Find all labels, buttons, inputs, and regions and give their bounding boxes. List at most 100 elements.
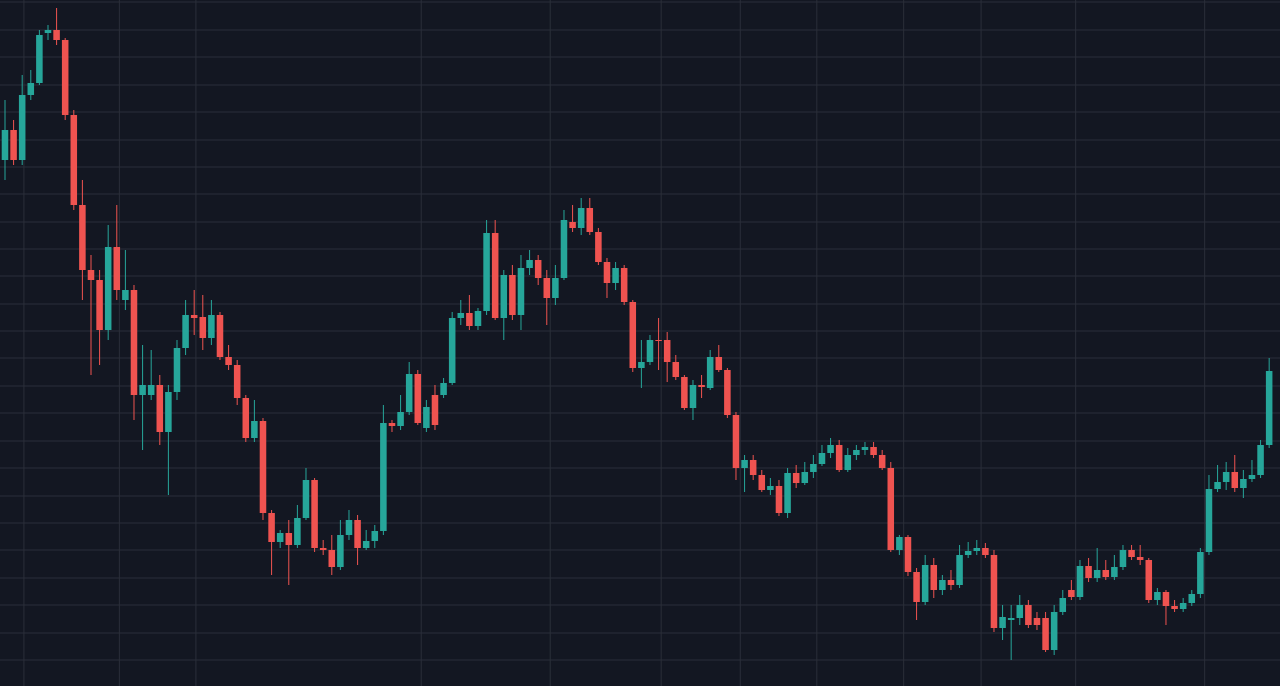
candle-body	[1076, 566, 1084, 597]
candle-body	[810, 464, 817, 472]
candle-body	[629, 302, 637, 368]
candle-body	[939, 580, 946, 590]
candle-body	[767, 486, 774, 490]
candle-body	[1093, 570, 1101, 578]
candle-body	[337, 535, 344, 567]
candle-body	[466, 313, 473, 326]
candle-body	[276, 533, 284, 542]
candle-body	[70, 115, 78, 205]
candle-body	[1265, 371, 1273, 445]
candle-body	[732, 415, 740, 468]
candle-body	[620, 268, 628, 302]
candle-body	[431, 395, 439, 425]
candle-body	[1102, 570, 1110, 577]
candle-body	[947, 580, 955, 585]
candle-body	[491, 233, 499, 318]
candle-body	[328, 550, 336, 567]
candle-body	[173, 348, 181, 392]
candle-body	[749, 460, 757, 475]
candle-body	[818, 453, 826, 464]
candle-body	[302, 480, 310, 518]
candle-body	[586, 208, 594, 232]
candle-body	[526, 260, 533, 268]
candle-body	[1222, 472, 1230, 482]
candle-body	[552, 278, 559, 298]
candle-body	[956, 555, 963, 585]
candle-body	[861, 447, 869, 450]
candle-body	[595, 232, 602, 262]
candle-body	[96, 280, 103, 330]
candle-body	[113, 247, 121, 290]
candle-body	[1188, 594, 1196, 603]
candle-body	[371, 531, 379, 541]
candle-body	[147, 385, 155, 395]
candle-body	[1154, 592, 1161, 600]
candle-body	[517, 268, 525, 315]
candle-body	[61, 40, 69, 115]
candle-body	[259, 421, 267, 513]
candle-body	[878, 455, 886, 468]
candle-body	[199, 317, 207, 338]
candle-body	[208, 315, 215, 338]
candle-body	[724, 370, 731, 415]
candle-body	[1007, 618, 1015, 620]
candle-body	[603, 262, 611, 283]
candle-body	[964, 551, 972, 555]
candle-body	[1136, 557, 1144, 560]
candle-body	[775, 486, 783, 513]
candle-body	[715, 357, 723, 370]
candle-body	[414, 374, 422, 423]
candle-body	[1205, 489, 1213, 552]
candle-body	[1248, 475, 1256, 479]
candle-body	[345, 520, 353, 535]
candle-body	[1050, 612, 1058, 650]
candle-body	[1068, 590, 1075, 597]
candle-body	[577, 208, 585, 228]
candle-body	[397, 412, 404, 426]
candle-body	[165, 392, 172, 432]
candle-body	[1, 130, 9, 160]
candle-body	[1231, 472, 1239, 488]
candle-body	[1111, 567, 1118, 577]
candle-body	[440, 383, 447, 395]
candle-body	[1119, 550, 1127, 567]
candle-body	[887, 468, 895, 550]
candle-body	[53, 30, 60, 40]
candle-body	[569, 222, 576, 228]
candle-body	[973, 548, 981, 551]
candle-body	[672, 362, 680, 377]
candle-body	[500, 275, 508, 318]
candle-body	[182, 315, 189, 348]
candle-body	[294, 518, 301, 545]
candle-body	[543, 278, 551, 298]
candle-body	[311, 480, 318, 548]
candle-body	[483, 233, 490, 311]
candle-body	[913, 572, 920, 602]
candle-body	[1145, 560, 1153, 600]
candle-body	[1042, 618, 1049, 650]
candle-body	[1179, 603, 1187, 609]
candle-body	[741, 460, 748, 468]
candle-body	[827, 445, 834, 453]
candle-body	[380, 423, 387, 531]
candle-body	[474, 311, 482, 326]
candle-body	[130, 290, 138, 395]
candle-body	[1197, 552, 1204, 594]
candle-body	[354, 520, 361, 548]
candle-body	[663, 340, 671, 362]
candle-body	[870, 447, 877, 455]
candle-body	[509, 275, 516, 315]
candle-body	[225, 357, 232, 365]
candle-body	[251, 421, 258, 438]
candle-body	[896, 537, 903, 550]
candle-body	[904, 537, 912, 572]
candle-body	[638, 362, 645, 368]
candle-body	[362, 541, 370, 548]
candle-body	[423, 407, 430, 428]
candle-body	[36, 35, 43, 83]
candle-body	[1085, 566, 1092, 578]
candle-body	[534, 260, 542, 278]
candle-body	[1162, 592, 1170, 606]
candle-body	[10, 130, 17, 160]
